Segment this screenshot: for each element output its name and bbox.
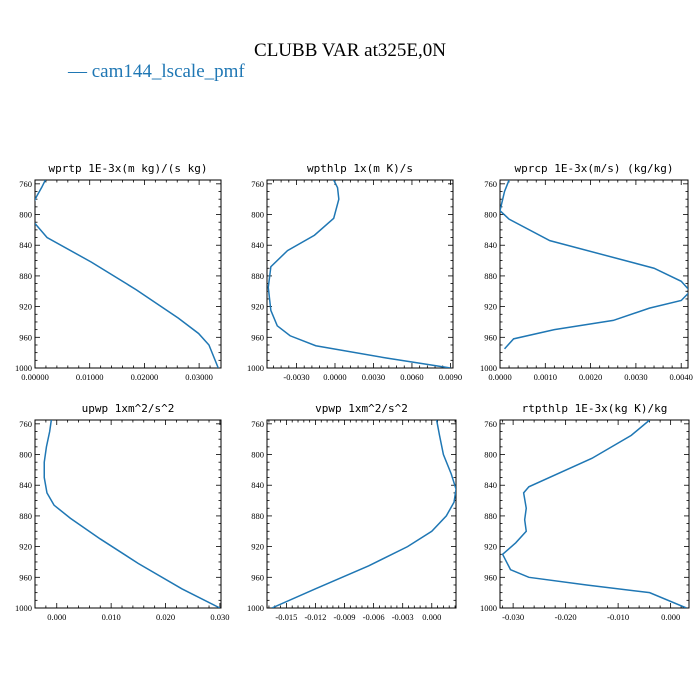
x-tick-label: 0.0090: [439, 372, 462, 382]
y-tick-label: 840: [251, 480, 264, 490]
x-tick-label: -0.030: [502, 612, 524, 622]
y-tick-label: 800: [484, 210, 497, 220]
figure-title: CLUBB VAR at325E,0N: [254, 40, 446, 61]
x-tick-label: 0.0030: [624, 372, 647, 382]
x-tick-label: 0.000: [47, 612, 66, 622]
panel-title: vpwp 1xm^2/s^2: [315, 402, 408, 415]
y-tick-label: 960: [251, 572, 264, 582]
legend-label: — cam144_lscale_pmf: [67, 61, 245, 82]
y-tick-label: 880: [19, 511, 32, 521]
panel-0: wprtp 1E-3x(m kg)/(s kg) 760 800 840 880 920 9…: [15, 162, 222, 382]
y-tick-label: 1000: [480, 363, 497, 373]
x-tick-label: 0.020: [156, 612, 175, 622]
x-tick-label: 0.0060: [400, 372, 423, 382]
series-line: [500, 180, 688, 350]
x-tick-label: 0.0000: [488, 372, 511, 382]
plot-frame: [34, 179, 222, 369]
x-tick-label: 0.0010: [534, 372, 557, 382]
x-tick-label: -0.003: [392, 612, 414, 622]
y-tick-label: 840: [484, 480, 497, 490]
y-tick-label: 880: [251, 271, 264, 281]
y-tick-label: 800: [251, 210, 264, 220]
y-tick-label: 880: [251, 511, 264, 521]
y-tick-label: 920: [19, 542, 32, 552]
y-tick-label: 840: [19, 240, 32, 250]
panel-grid: wprtp 1E-3x(m kg)/(s kg) 760 800 840 880 920 9…: [15, 162, 693, 622]
x-tick-label: 0.030: [210, 612, 229, 622]
y-tick-label: 960: [484, 332, 497, 342]
y-tick-label: 880: [484, 511, 497, 521]
x-tick-label: 0.03000: [185, 372, 213, 382]
panel-title: wprtp 1E-3x(m kg)/(s kg): [49, 162, 208, 175]
y-tick-label: 920: [251, 302, 264, 312]
y-tick-label: 760: [251, 179, 264, 189]
y-tick-label: 1000: [15, 603, 32, 613]
series-line: [271, 420, 456, 608]
series-line: [35, 180, 219, 368]
panel-1: wpthlp 1x(m K)/s 760 800 840 880 920 960 1000 -0…: [247, 162, 462, 382]
plot-frame: [266, 419, 457, 609]
plot-frame: [266, 179, 454, 369]
plot-frame: [499, 179, 689, 369]
x-tick-label: 0.00000: [21, 372, 49, 382]
panel-5: rtpthlp 1E-3x(kg K)/kg 760 800 840 880 920 960…: [480, 402, 690, 622]
series-line: [501, 420, 687, 608]
panel-title: wprcp 1E-3x(m/s) (kg/kg): [515, 162, 674, 175]
y-tick-label: 840: [484, 240, 497, 250]
y-tick-label: 880: [19, 271, 32, 281]
y-tick-label: 1000: [247, 363, 264, 373]
panel-title: rtpthlp 1E-3x(kg K)/kg: [522, 402, 668, 415]
y-tick-label: 800: [251, 450, 264, 460]
y-tick-label: 960: [19, 572, 32, 582]
y-tick-label: 1000: [247, 603, 264, 613]
x-tick-label: -0.0030: [283, 372, 309, 382]
y-tick-label: 960: [251, 332, 264, 342]
y-tick-label: 760: [484, 179, 497, 189]
y-tick-label: 880: [484, 271, 497, 281]
x-tick-label: 0.010: [102, 612, 121, 622]
y-tick-label: 920: [251, 542, 264, 552]
x-tick-label: 0.0020: [579, 372, 602, 382]
y-tick-label: 840: [19, 480, 32, 490]
x-tick-label: 0.02000: [131, 372, 159, 382]
series-line: [43, 420, 221, 608]
y-tick-label: 840: [251, 240, 264, 250]
panel-title: wpthlp 1x(m K)/s: [307, 162, 413, 175]
x-tick-label: 0.0030: [362, 372, 385, 382]
y-tick-label: 1000: [480, 603, 497, 613]
plot-frame: [34, 419, 222, 609]
x-tick-label: -0.009: [334, 612, 356, 622]
panel-4: vpwp 1xm^2/s^2 760 800 840 880 920 960 1000 -0.0…: [247, 402, 457, 622]
x-tick-label: -0.010: [607, 612, 629, 622]
y-tick-label: 920: [484, 302, 497, 312]
y-tick-label: 800: [484, 450, 497, 460]
y-tick-label: 760: [19, 179, 32, 189]
panel-2: wprcp 1E-3x(m/s) (kg/kg) 760 800 840 880 920 9…: [480, 162, 693, 382]
x-tick-label: 0.000: [422, 612, 441, 622]
y-tick-label: 960: [484, 572, 497, 582]
y-tick-label: 760: [484, 419, 497, 429]
x-tick-label: 0.01000: [76, 372, 104, 382]
y-tick-label: 800: [19, 450, 32, 460]
panel-title: upwp 1xm^2/s^2: [82, 402, 175, 415]
panel-3: upwp 1xm^2/s^2 760 800 840 880 920 960 1000 0.00…: [15, 402, 229, 622]
x-tick-label: 0.0000: [323, 372, 346, 382]
y-tick-label: 960: [19, 332, 32, 342]
x-tick-label: 0.000: [661, 612, 680, 622]
y-tick-label: 1000: [15, 363, 32, 373]
x-tick-label: -0.020: [555, 612, 577, 622]
x-tick-label: -0.015: [275, 612, 297, 622]
y-tick-label: 760: [19, 419, 32, 429]
y-tick-label: 920: [19, 302, 32, 312]
x-tick-label: -0.012: [304, 612, 326, 622]
series-line: [267, 180, 451, 368]
plot-frame: [499, 419, 690, 609]
x-tick-label: -0.006: [363, 612, 385, 622]
y-tick-label: 920: [484, 542, 497, 552]
x-tick-label: 0.0040: [670, 372, 693, 382]
y-tick-label: 800: [19, 210, 32, 220]
y-tick-label: 760: [251, 419, 264, 429]
